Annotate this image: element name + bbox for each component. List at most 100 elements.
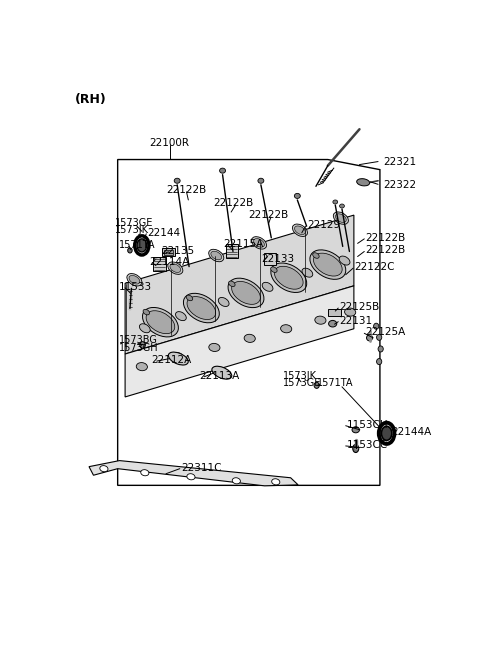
- Ellipse shape: [168, 262, 183, 274]
- Ellipse shape: [100, 466, 108, 472]
- Ellipse shape: [129, 276, 140, 284]
- Text: 22135: 22135: [161, 247, 194, 256]
- Polygon shape: [125, 215, 354, 354]
- Ellipse shape: [183, 293, 219, 323]
- Ellipse shape: [292, 224, 308, 236]
- Ellipse shape: [172, 352, 183, 361]
- Ellipse shape: [352, 427, 360, 433]
- Polygon shape: [153, 256, 166, 271]
- Ellipse shape: [187, 474, 195, 480]
- Ellipse shape: [174, 178, 180, 183]
- Ellipse shape: [170, 264, 180, 272]
- Text: 22115A: 22115A: [224, 239, 264, 249]
- Text: 22114A: 22114A: [149, 256, 190, 266]
- Ellipse shape: [139, 324, 150, 333]
- Ellipse shape: [218, 297, 229, 306]
- Ellipse shape: [339, 256, 350, 265]
- Ellipse shape: [271, 267, 277, 272]
- Ellipse shape: [136, 363, 147, 371]
- Ellipse shape: [258, 178, 264, 183]
- Ellipse shape: [211, 251, 222, 260]
- Ellipse shape: [310, 250, 346, 279]
- Polygon shape: [264, 253, 276, 264]
- Text: 22113A: 22113A: [200, 371, 240, 380]
- Ellipse shape: [312, 253, 319, 258]
- Ellipse shape: [271, 263, 307, 293]
- Text: 11533: 11533: [119, 282, 152, 292]
- Ellipse shape: [373, 323, 379, 329]
- Polygon shape: [162, 248, 175, 255]
- Ellipse shape: [168, 352, 188, 365]
- Polygon shape: [226, 245, 238, 258]
- Ellipse shape: [143, 308, 179, 337]
- Ellipse shape: [353, 444, 359, 453]
- Ellipse shape: [294, 194, 300, 198]
- Ellipse shape: [262, 282, 273, 291]
- Text: 1573BG: 1573BG: [119, 335, 157, 345]
- Text: 1573GH: 1573GH: [119, 343, 158, 353]
- Ellipse shape: [339, 204, 344, 208]
- Ellipse shape: [272, 479, 280, 485]
- Text: 22112A: 22112A: [151, 355, 192, 365]
- Polygon shape: [125, 286, 354, 397]
- Text: 22144A: 22144A: [391, 427, 432, 438]
- Text: 22122B: 22122B: [365, 245, 405, 255]
- Ellipse shape: [382, 426, 392, 440]
- Ellipse shape: [244, 335, 255, 342]
- Text: (RH): (RH): [75, 93, 107, 106]
- Ellipse shape: [186, 295, 192, 300]
- Ellipse shape: [329, 320, 337, 327]
- Text: 22125A: 22125A: [365, 327, 405, 337]
- Ellipse shape: [367, 335, 372, 341]
- Ellipse shape: [357, 178, 370, 186]
- Ellipse shape: [253, 239, 264, 247]
- Ellipse shape: [295, 226, 305, 235]
- Ellipse shape: [232, 281, 260, 304]
- Text: 22131: 22131: [339, 316, 372, 325]
- Ellipse shape: [232, 478, 240, 484]
- Text: 22322: 22322: [384, 180, 417, 190]
- Ellipse shape: [141, 470, 149, 476]
- Text: 22125B: 22125B: [339, 302, 379, 312]
- Ellipse shape: [146, 311, 175, 334]
- Text: 22122B: 22122B: [167, 185, 206, 195]
- Text: 1571TA: 1571TA: [317, 379, 353, 388]
- Ellipse shape: [127, 274, 142, 286]
- Text: 1571TA: 1571TA: [119, 240, 155, 251]
- Ellipse shape: [345, 308, 356, 316]
- Text: 22129: 22129: [307, 220, 340, 230]
- Ellipse shape: [228, 281, 235, 287]
- Text: 22311C: 22311C: [181, 462, 221, 473]
- Text: 1573JK: 1573JK: [283, 371, 317, 380]
- Text: 22122B: 22122B: [213, 198, 253, 208]
- Text: 1153CH: 1153CH: [347, 420, 388, 430]
- Ellipse shape: [212, 366, 232, 379]
- Polygon shape: [89, 461, 298, 486]
- Text: 22321: 22321: [384, 157, 417, 167]
- Text: 22100R: 22100R: [150, 138, 190, 148]
- Ellipse shape: [187, 297, 216, 319]
- Ellipse shape: [128, 248, 132, 253]
- Ellipse shape: [302, 268, 313, 277]
- Ellipse shape: [219, 168, 226, 173]
- Ellipse shape: [313, 253, 342, 276]
- Ellipse shape: [336, 214, 346, 222]
- Ellipse shape: [143, 309, 150, 315]
- Ellipse shape: [315, 316, 326, 324]
- Text: 22122C: 22122C: [354, 262, 395, 272]
- Text: 1573GE: 1573GE: [283, 379, 322, 388]
- Ellipse shape: [378, 346, 383, 352]
- Text: 22122B: 22122B: [365, 233, 405, 243]
- Ellipse shape: [252, 237, 266, 249]
- Ellipse shape: [377, 359, 382, 365]
- Ellipse shape: [377, 335, 382, 340]
- Ellipse shape: [333, 200, 338, 204]
- Text: 1573JK: 1573JK: [115, 225, 149, 236]
- Ellipse shape: [140, 342, 145, 348]
- Ellipse shape: [228, 278, 264, 308]
- Ellipse shape: [176, 312, 186, 321]
- Polygon shape: [328, 308, 341, 316]
- Text: 1153CC: 1153CC: [347, 440, 388, 450]
- Ellipse shape: [333, 212, 348, 224]
- Text: 22122B: 22122B: [248, 210, 288, 220]
